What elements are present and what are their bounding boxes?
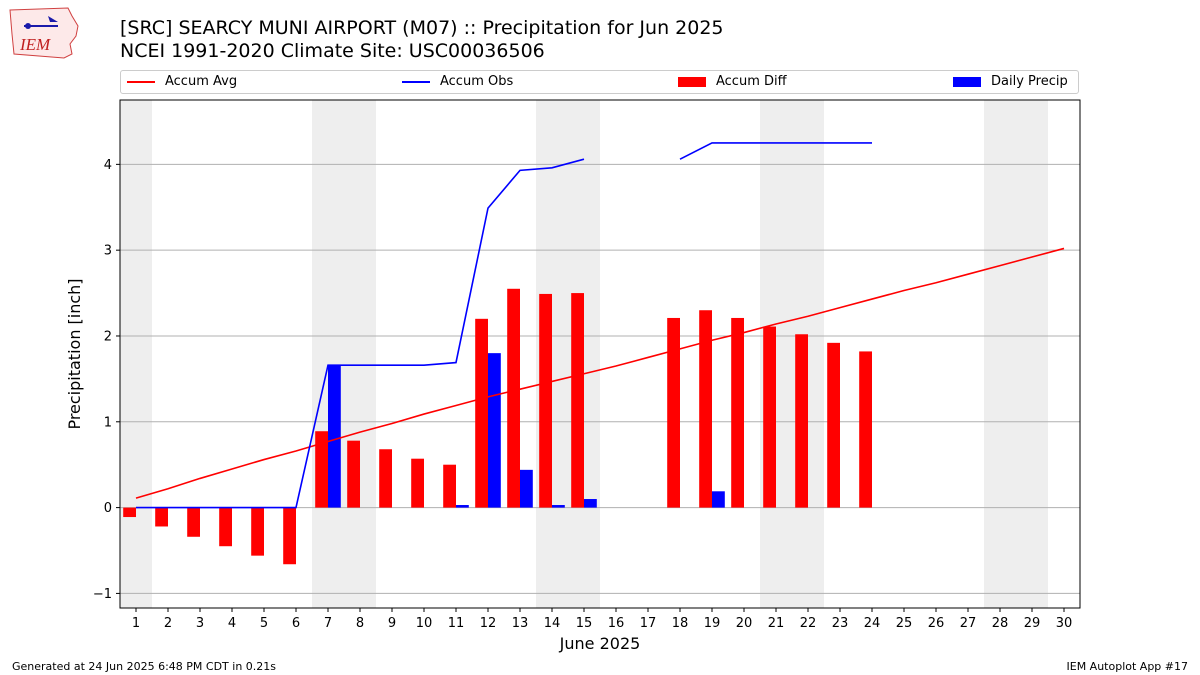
logo-text: IEM — [19, 35, 51, 54]
accum-diff-bar — [507, 288, 520, 508]
chart-title: [SRC] SEARCY MUNI AIRPORT (M07) :: Preci… — [120, 17, 724, 39]
iem-logo: IEM — [9, 7, 79, 59]
x-tick-label: 7 — [324, 616, 332, 631]
app-credit: IEM Autoplot App #17 — [1066, 660, 1189, 673]
accum-diff-bar — [411, 458, 424, 508]
x-tick-label: 17 — [640, 616, 657, 631]
accum-diff-bar — [699, 310, 712, 508]
x-tick-label: 19 — [704, 616, 721, 631]
legend-label-daily-precip: Daily Precip — [991, 74, 1068, 89]
daily-precip-bar — [488, 353, 501, 508]
y-tick-label: −1 — [93, 587, 112, 602]
x-tick-label: 6 — [292, 616, 300, 631]
legend-item-accum-avg: Accum Avg — [127, 74, 237, 89]
x-tick-label: 16 — [608, 616, 625, 631]
x-tick-label: 14 — [544, 616, 561, 631]
accum-diff-bar — [187, 507, 200, 537]
x-tick-label: 13 — [512, 616, 529, 631]
x-tick-label: 3 — [196, 616, 204, 631]
legend-label-accum-diff: Accum Diff — [716, 74, 787, 89]
x-tick-label: 9 — [388, 616, 396, 631]
weekend-band — [120, 100, 152, 608]
accum-obs-line — [136, 158, 585, 509]
accum-diff-bar — [123, 507, 136, 518]
legend-item-accum-diff: Accum Diff — [678, 74, 787, 89]
y-tick-label: 2 — [104, 329, 112, 344]
weekend-band — [984, 100, 1048, 608]
legend-swatch-accum-avg — [127, 80, 155, 83]
accum-diff-bar — [251, 507, 264, 556]
accum-diff-bar — [539, 293, 552, 508]
y-tick-label: 1 — [104, 415, 112, 430]
y-tick-label: 0 — [104, 501, 112, 516]
x-tick-label: 4 — [228, 616, 236, 631]
legend-swatch-accum-diff — [678, 76, 706, 87]
legend-label-accum-avg: Accum Avg — [165, 74, 238, 89]
accum-diff-bar — [571, 293, 584, 508]
x-tick-label: 21 — [768, 616, 785, 631]
accum-diff-bar — [219, 507, 232, 547]
x-tick-label: 11 — [448, 616, 465, 631]
x-tick-label: 20 — [736, 616, 753, 631]
accum-diff-bar — [475, 318, 488, 508]
y-axis-label: Precipitation [inch] — [65, 278, 84, 429]
x-tick-label: 5 — [260, 616, 268, 631]
weekend-band — [312, 100, 376, 608]
legend-item-accum-obs: Accum Obs — [402, 74, 513, 89]
x-axis-label: June 2025 — [559, 634, 641, 653]
accum-diff-bar — [859, 351, 872, 508]
y-tick-label: 3 — [104, 244, 112, 259]
x-tick-label: 30 — [1056, 616, 1073, 631]
legend-swatch-daily-precip — [953, 76, 981, 87]
x-tick-label: 8 — [356, 616, 364, 631]
daily-precip-bar — [520, 469, 533, 508]
x-tick-label: 15 — [576, 616, 593, 631]
x-tick-label: 23 — [832, 616, 849, 631]
legend-label-accum-obs: Accum Obs — [440, 74, 514, 89]
daily-precip-bar — [712, 491, 725, 508]
accum-diff-bar — [795, 334, 808, 508]
x-tick-label: 26 — [928, 616, 945, 631]
x-tick-label: 27 — [960, 616, 977, 631]
legend: Accum Avg Accum Obs Accum Diff Daily Pre… — [120, 70, 1079, 94]
accum-diff-bar — [315, 431, 328, 508]
x-tick-label: 25 — [896, 616, 913, 631]
accum-obs-line — [679, 142, 872, 160]
x-tick-label: 12 — [480, 616, 497, 631]
accum-diff-bar — [763, 326, 776, 508]
x-tick-label: 28 — [992, 616, 1009, 631]
accum-avg-line — [135, 247, 1065, 499]
legend-item-daily-precip: Daily Precip — [953, 74, 1068, 89]
accum-diff-bar — [347, 440, 360, 508]
x-tick-label: 2 — [164, 616, 172, 631]
daily-precip-bar — [456, 505, 469, 508]
generated-timestamp: Generated at 24 Jun 2025 6:48 PM CDT in … — [12, 660, 277, 673]
x-tick-label: 24 — [864, 616, 881, 631]
accum-diff-bar — [283, 507, 296, 565]
x-tick-label: 22 — [800, 616, 817, 631]
legend-swatch-accum-obs — [402, 80, 430, 83]
x-tick-label: 10 — [416, 616, 433, 631]
accum-diff-bar — [379, 449, 392, 508]
plot-frame — [119, 99, 1081, 609]
accum-diff-bar — [443, 464, 456, 508]
daily-precip-bar — [328, 365, 341, 508]
daily-precip-bar — [552, 505, 565, 508]
accum-diff-bar — [731, 317, 744, 508]
x-tick-label: 29 — [1024, 616, 1041, 631]
iowa-outline-icon — [9, 7, 79, 59]
x-tick-label: 18 — [672, 616, 689, 631]
daily-precip-bar — [584, 499, 597, 508]
x-tick-label: 1 — [132, 616, 140, 631]
accum-diff-bar — [667, 317, 680, 508]
chart-subtitle: NCEI 1991-2020 Climate Site: USC00036506 — [120, 40, 545, 62]
y-tick-label: 4 — [104, 158, 112, 173]
accum-diff-bar — [827, 342, 840, 508]
accum-diff-bar — [155, 507, 168, 527]
